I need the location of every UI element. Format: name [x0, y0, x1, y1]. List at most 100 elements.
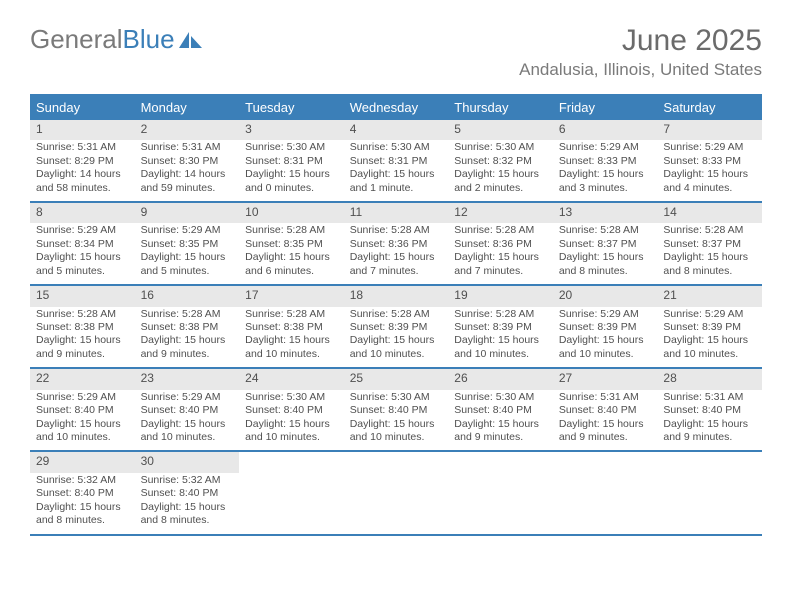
day-body: Sunrise: 5:28 AMSunset: 8:38 PMDaylight:…: [239, 307, 344, 362]
day-line-sr: Sunrise: 5:30 AM: [245, 141, 342, 154]
day-number: 3: [239, 120, 344, 140]
day-line-d1: Daylight: 15 hours: [454, 251, 551, 264]
day-number: 13: [553, 203, 658, 223]
day-cell-29: 29Sunrise: 5:32 AMSunset: 8:40 PMDayligh…: [30, 452, 135, 533]
day-body: Sunrise: 5:28 AMSunset: 8:39 PMDaylight:…: [448, 307, 553, 362]
day-line-d2: and 7 minutes.: [350, 265, 447, 278]
day-number: 5: [448, 120, 553, 140]
day-line-d1: Daylight: 14 hours: [36, 168, 133, 181]
day-number: 29: [30, 452, 135, 472]
day-line-d1: Daylight: 15 hours: [245, 334, 342, 347]
day-cell-16: 16Sunrise: 5:28 AMSunset: 8:38 PMDayligh…: [135, 286, 240, 367]
day-cell-26: 26Sunrise: 5:30 AMSunset: 8:40 PMDayligh…: [448, 369, 553, 450]
day-line-d1: Daylight: 15 hours: [350, 334, 447, 347]
day-body: Sunrise: 5:28 AMSunset: 8:38 PMDaylight:…: [30, 307, 135, 362]
day-line-d2: and 10 minutes.: [350, 348, 447, 361]
day-number: 26: [448, 369, 553, 389]
day-line-ss: Sunset: 8:37 PM: [559, 238, 656, 251]
day-line-d1: Daylight: 15 hours: [454, 418, 551, 431]
day-body: Sunrise: 5:32 AMSunset: 8:40 PMDaylight:…: [30, 473, 135, 528]
day-line-d2: and 9 minutes.: [141, 348, 238, 361]
day-line-ss: Sunset: 8:39 PM: [559, 321, 656, 334]
day-line-d1: Daylight: 15 hours: [559, 418, 656, 431]
logo: GeneralBlue: [30, 24, 204, 55]
title-block: June 2025 Andalusia, Illinois, United St…: [519, 24, 762, 80]
day-line-d2: and 5 minutes.: [36, 265, 133, 278]
day-cell-22: 22Sunrise: 5:29 AMSunset: 8:40 PMDayligh…: [30, 369, 135, 450]
day-line-sr: Sunrise: 5:29 AM: [141, 224, 238, 237]
day-number: 22: [30, 369, 135, 389]
day-number: 9: [135, 203, 240, 223]
day-line-sr: Sunrise: 5:29 AM: [36, 391, 133, 404]
day-cell-empty: [553, 452, 658, 533]
day-line-sr: Sunrise: 5:30 AM: [350, 141, 447, 154]
day-body: Sunrise: 5:28 AMSunset: 8:38 PMDaylight:…: [135, 307, 240, 362]
day-cell-2: 2Sunrise: 5:31 AMSunset: 8:30 PMDaylight…: [135, 120, 240, 201]
day-body: Sunrise: 5:31 AMSunset: 8:30 PMDaylight:…: [135, 140, 240, 195]
week-row: 1Sunrise: 5:31 AMSunset: 8:29 PMDaylight…: [30, 120, 762, 201]
day-number: 20: [553, 286, 658, 306]
day-body: Sunrise: 5:28 AMSunset: 8:36 PMDaylight:…: [344, 223, 449, 278]
day-cell-21: 21Sunrise: 5:29 AMSunset: 8:39 PMDayligh…: [657, 286, 762, 367]
day-cell-11: 11Sunrise: 5:28 AMSunset: 8:36 PMDayligh…: [344, 203, 449, 284]
day-line-d1: Daylight: 15 hours: [663, 251, 760, 264]
day-body: Sunrise: 5:29 AMSunset: 8:33 PMDaylight:…: [657, 140, 762, 195]
dow-saturday: Saturday: [657, 96, 762, 120]
location: Andalusia, Illinois, United States: [519, 60, 762, 80]
day-body: Sunrise: 5:28 AMSunset: 8:36 PMDaylight:…: [448, 223, 553, 278]
day-cell-3: 3Sunrise: 5:30 AMSunset: 8:31 PMDaylight…: [239, 120, 344, 201]
day-body: Sunrise: 5:29 AMSunset: 8:39 PMDaylight:…: [657, 307, 762, 362]
day-number: 2: [135, 120, 240, 140]
day-line-d1: Daylight: 15 hours: [36, 251, 133, 264]
day-line-ss: Sunset: 8:36 PM: [454, 238, 551, 251]
day-number: 27: [553, 369, 658, 389]
day-line-d2: and 10 minutes.: [245, 348, 342, 361]
day-line-d2: and 3 minutes.: [559, 182, 656, 195]
day-line-d1: Daylight: 15 hours: [350, 251, 447, 264]
day-line-d2: and 10 minutes.: [245, 431, 342, 444]
week-row: 8Sunrise: 5:29 AMSunset: 8:34 PMDaylight…: [30, 201, 762, 284]
day-cell-17: 17Sunrise: 5:28 AMSunset: 8:38 PMDayligh…: [239, 286, 344, 367]
day-line-sr: Sunrise: 5:29 AM: [559, 308, 656, 321]
day-number: 1: [30, 120, 135, 140]
day-line-d1: Daylight: 15 hours: [36, 334, 133, 347]
day-line-sr: Sunrise: 5:30 AM: [245, 391, 342, 404]
day-line-ss: Sunset: 8:31 PM: [245, 155, 342, 168]
week-row: 22Sunrise: 5:29 AMSunset: 8:40 PMDayligh…: [30, 367, 762, 450]
day-line-d2: and 6 minutes.: [245, 265, 342, 278]
day-number: 25: [344, 369, 449, 389]
day-line-d2: and 8 minutes.: [36, 514, 133, 527]
day-number: 23: [135, 369, 240, 389]
day-line-ss: Sunset: 8:37 PM: [663, 238, 760, 251]
day-line-d2: and 10 minutes.: [141, 431, 238, 444]
day-line-d2: and 10 minutes.: [663, 348, 760, 361]
day-line-ss: Sunset: 8:40 PM: [36, 487, 133, 500]
day-line-d1: Daylight: 15 hours: [245, 418, 342, 431]
day-line-d1: Daylight: 15 hours: [559, 251, 656, 264]
day-line-ss: Sunset: 8:36 PM: [350, 238, 447, 251]
day-cell-empty: [239, 452, 344, 533]
day-body: Sunrise: 5:30 AMSunset: 8:40 PMDaylight:…: [344, 390, 449, 445]
day-number: 12: [448, 203, 553, 223]
day-cell-8: 8Sunrise: 5:29 AMSunset: 8:34 PMDaylight…: [30, 203, 135, 284]
day-line-ss: Sunset: 8:40 PM: [36, 404, 133, 417]
day-line-ss: Sunset: 8:30 PM: [141, 155, 238, 168]
day-cell-12: 12Sunrise: 5:28 AMSunset: 8:36 PMDayligh…: [448, 203, 553, 284]
day-number: 8: [30, 203, 135, 223]
day-cell-empty: [344, 452, 449, 533]
day-line-d1: Daylight: 15 hours: [141, 418, 238, 431]
day-body: Sunrise: 5:31 AMSunset: 8:40 PMDaylight:…: [553, 390, 658, 445]
day-line-sr: Sunrise: 5:29 AM: [141, 391, 238, 404]
day-line-d1: Daylight: 15 hours: [663, 168, 760, 181]
day-line-d1: Daylight: 15 hours: [141, 334, 238, 347]
day-line-d1: Daylight: 15 hours: [454, 334, 551, 347]
day-cell-13: 13Sunrise: 5:28 AMSunset: 8:37 PMDayligh…: [553, 203, 658, 284]
day-cell-25: 25Sunrise: 5:30 AMSunset: 8:40 PMDayligh…: [344, 369, 449, 450]
day-cell-6: 6Sunrise: 5:29 AMSunset: 8:33 PMDaylight…: [553, 120, 658, 201]
day-body: Sunrise: 5:28 AMSunset: 8:39 PMDaylight:…: [344, 307, 449, 362]
day-line-ss: Sunset: 8:40 PM: [350, 404, 447, 417]
day-line-sr: Sunrise: 5:31 AM: [141, 141, 238, 154]
day-line-d1: Daylight: 15 hours: [559, 334, 656, 347]
day-line-sr: Sunrise: 5:29 AM: [559, 141, 656, 154]
day-number: 17: [239, 286, 344, 306]
